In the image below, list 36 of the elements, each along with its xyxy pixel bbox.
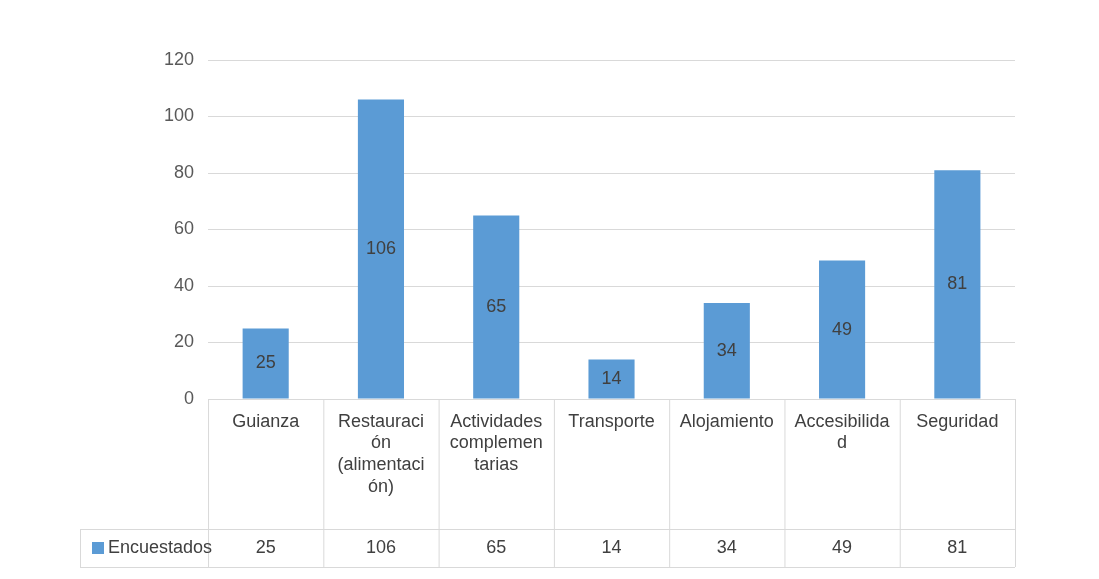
data-label: 14 (601, 536, 622, 557)
annotation: 25 (255, 352, 276, 373)
data-label: 81 (947, 536, 968, 557)
annotation: 106 (365, 237, 396, 258)
y-tick-label: 100 (163, 105, 195, 126)
annotation: 14 (601, 367, 622, 388)
legend-label: Encuestados (108, 536, 213, 557)
x-tick-label: Accesibilidad (794, 410, 891, 453)
bar (473, 215, 520, 399)
bar (242, 328, 289, 399)
x-tick-label: Guianza (232, 410, 301, 431)
data-label: 25 (255, 536, 276, 557)
y-tick-label: 60 (174, 218, 195, 239)
y-tick-label: 20 (174, 331, 195, 352)
annotation: 34 (716, 339, 737, 360)
y-tick-label: 0 (184, 387, 195, 408)
bar (934, 170, 981, 399)
bar (588, 359, 635, 399)
y-tick-label: 120 (163, 48, 195, 69)
data-label: 49 (832, 536, 853, 557)
y-tick-label: 80 (174, 161, 195, 182)
x-tick-label: Transporte (568, 410, 655, 431)
annotation: 65 (486, 295, 507, 316)
x-tick-label: Restauración (alimentación) (337, 410, 425, 496)
x-tick-label: Actividades complementarias (449, 410, 543, 474)
data-label: 65 (486, 536, 507, 557)
annotation: 49 (832, 318, 853, 339)
bar (357, 99, 405, 399)
bar (703, 302, 750, 399)
data-label: 106 (365, 536, 396, 557)
annotation: 81 (947, 273, 968, 294)
bar (819, 260, 866, 399)
data-label: 34 (716, 536, 737, 557)
x-tick-label: Seguridad (916, 410, 999, 431)
x-tick-label: Alojamiento (679, 410, 774, 431)
y-tick-label: 40 (174, 274, 195, 295)
